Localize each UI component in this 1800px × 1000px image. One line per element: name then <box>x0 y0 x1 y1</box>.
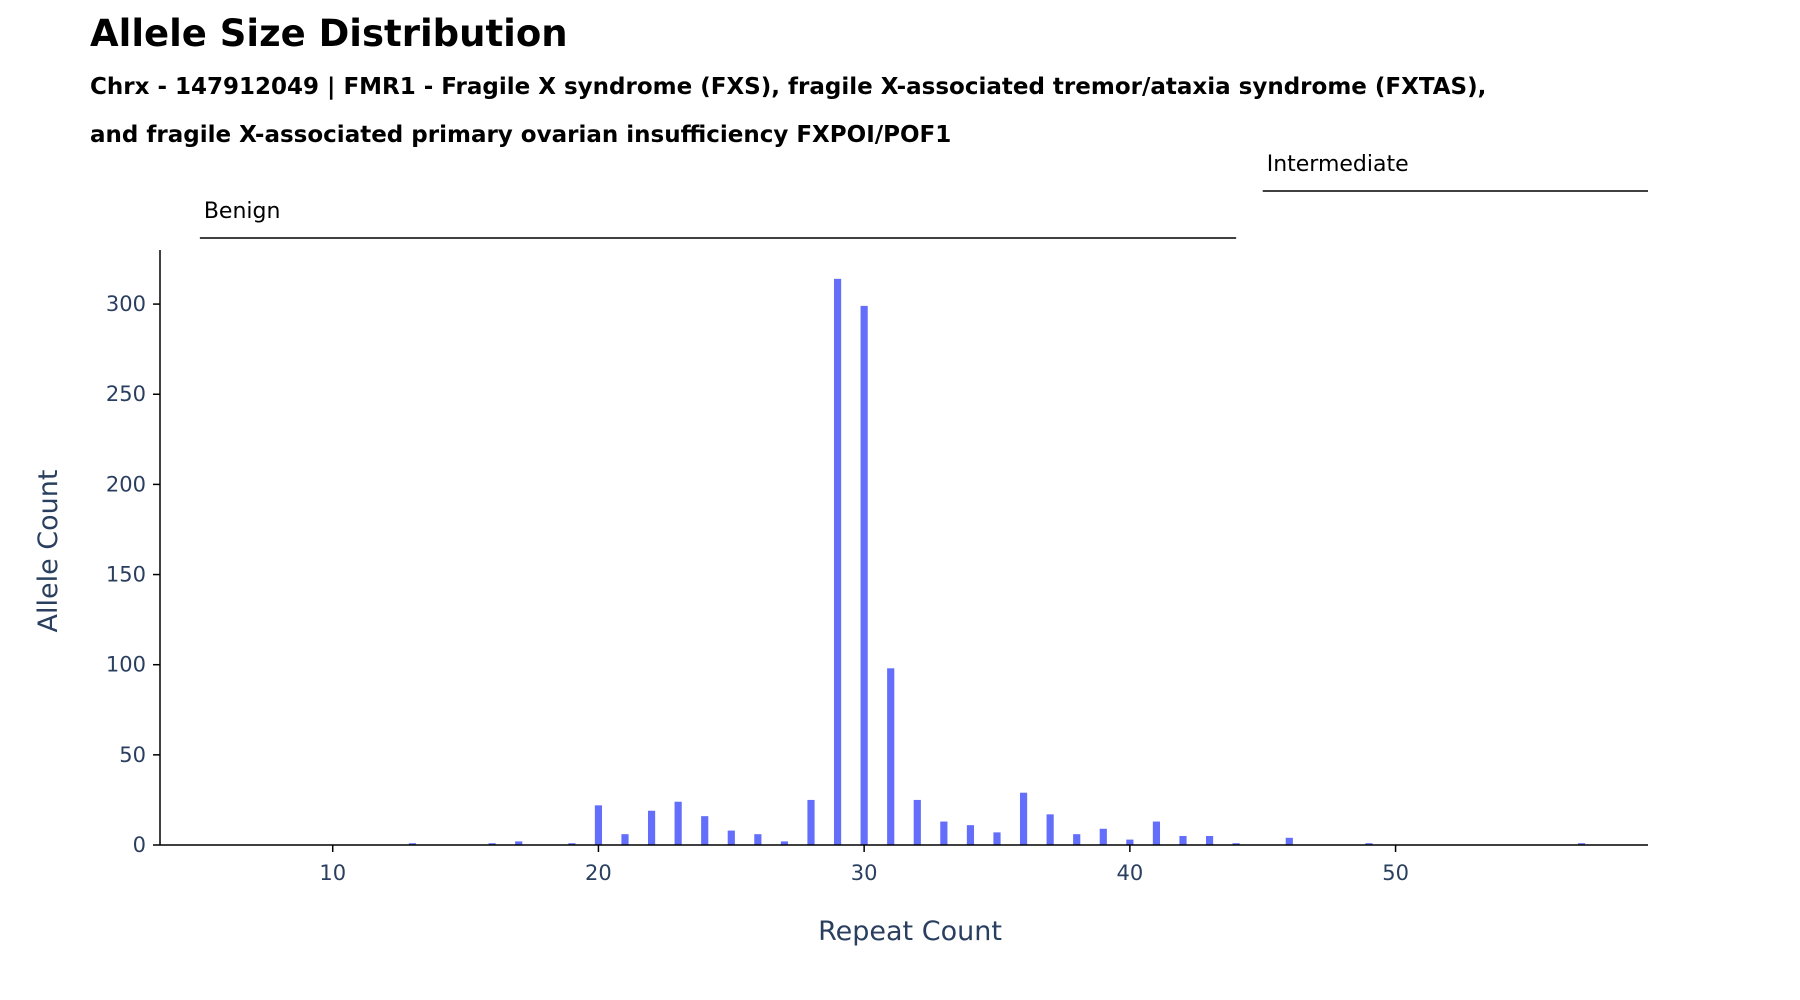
x-tick-label-50: 50 <box>1382 861 1409 885</box>
bar-37 <box>1046 814 1054 845</box>
bar-49 <box>1365 843 1373 845</box>
x-axis-title: Repeat Count <box>818 916 1002 947</box>
y-axis-ticks: 0 50 100 150 200 250 300 <box>106 292 160 857</box>
bar-25 <box>727 830 735 845</box>
bar-22 <box>647 810 656 845</box>
y-tick-label-100: 100 <box>106 653 146 677</box>
bar-46 <box>1285 837 1293 845</box>
range-label-intermediate: Intermediate <box>1267 152 1409 177</box>
bar-13 <box>408 843 417 845</box>
bar-41 <box>1152 821 1161 845</box>
bar-26 <box>754 834 762 845</box>
ranges-group: Benign Intermediate <box>199 152 1648 239</box>
x-tick-label-30: 30 <box>851 861 878 885</box>
bar-23 <box>674 801 682 845</box>
y-tick-label-50: 50 <box>119 743 146 767</box>
bar-21 <box>621 834 629 845</box>
x-tick-label-20: 20 <box>585 861 612 885</box>
bar-40 <box>1126 839 1134 845</box>
bar-43 <box>1205 835 1214 845</box>
y-tick-label-0: 0 <box>133 833 146 857</box>
y-tick-label-150: 150 <box>106 563 146 587</box>
bar-30 <box>860 305 868 846</box>
bar-20 <box>594 805 603 845</box>
bar-29 <box>833 278 842 845</box>
bar-39 <box>1099 828 1107 845</box>
y-tick-label-250: 250 <box>106 382 146 406</box>
chart-title: Allele Size Distribution <box>90 12 568 55</box>
bar-44 <box>1232 843 1240 845</box>
chart-subtitle-line-1: Chrx - 147912049 | FMR1 - Fragile X synd… <box>90 74 1487 100</box>
y-axis-title: Allele Count <box>33 470 64 633</box>
bar-38 <box>1073 834 1081 845</box>
bars-group <box>408 278 1586 846</box>
y-tick-label-200: 200 <box>106 472 146 496</box>
bar-34 <box>966 825 975 845</box>
bar-57 <box>1577 843 1586 845</box>
bar-35 <box>993 832 1001 845</box>
x-axis-ticks: 10 20 30 40 50 <box>319 845 1409 885</box>
bar-28 <box>807 799 815 845</box>
bar-16 <box>488 843 496 845</box>
bar-27 <box>780 841 789 845</box>
x-tick-label-10: 10 <box>319 861 346 885</box>
bar-33 <box>940 821 948 845</box>
bar-42 <box>1179 835 1187 845</box>
bar-36 <box>1019 792 1028 845</box>
x-tick-label-40: 40 <box>1116 861 1143 885</box>
range-label-benign: Benign <box>204 199 281 224</box>
bar-31 <box>887 668 895 845</box>
bar-19 <box>568 843 576 845</box>
bar-17 <box>515 841 523 845</box>
y-tick-label-300: 300 <box>106 292 146 316</box>
bar-24 <box>701 816 709 845</box>
bar-32 <box>913 799 921 845</box>
chart-subtitle-line-2: and fragile X-associated primary ovarian… <box>90 122 952 148</box>
